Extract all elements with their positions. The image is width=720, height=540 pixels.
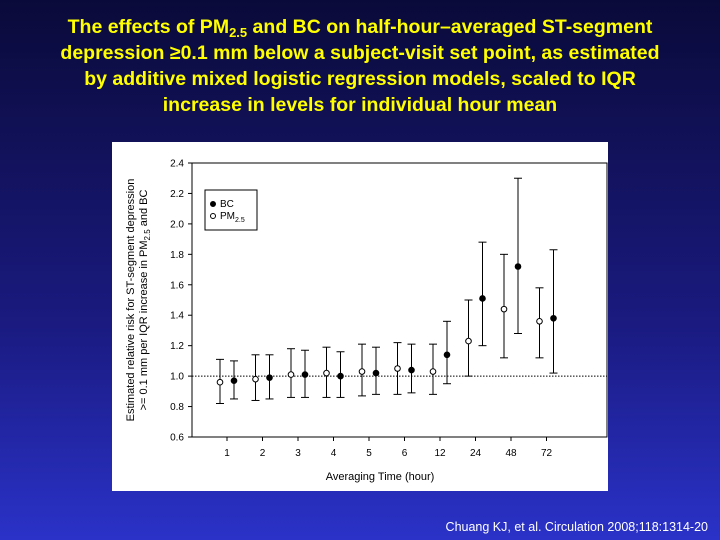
legend-text: PM	[220, 211, 235, 222]
point	[266, 374, 273, 381]
y-axis-label-line: >= 0.1 mm per IQR increase in PM2.5 and …	[138, 190, 152, 411]
point	[394, 365, 401, 372]
title-line: by additive mixed logistic regression mo…	[84, 68, 636, 90]
point	[372, 369, 380, 377]
y-tick-label: 2.0	[170, 219, 184, 230]
point	[230, 377, 238, 384]
x-tick-label: 5	[366, 448, 372, 459]
x-axis-label: Averaging Time (hour)	[326, 471, 435, 483]
x-tick-label: 4	[331, 448, 337, 459]
point	[536, 318, 543, 325]
chart-background	[112, 142, 608, 491]
point	[252, 375, 259, 383]
plot-frame	[191, 162, 608, 438]
y-tick-label: 1.2	[170, 341, 184, 352]
point	[408, 366, 415, 374]
x-tick-label: 24	[470, 448, 482, 459]
y-tick-label: 0.6	[170, 433, 184, 444]
legend-marker	[210, 213, 216, 219]
y-axis-label-line: Estimated relative risk for ST-segment d…	[125, 179, 137, 422]
y-tick-label: 1.8	[170, 250, 184, 261]
x-tick-label: 6	[402, 448, 408, 459]
legend-subscript: 2.5	[235, 217, 245, 224]
slide-title: The effects of PM2.5 and BC on half-hour…	[0, 14, 720, 118]
point	[358, 368, 366, 375]
y-axis-label: Estimated relative risk for ST-segment d…	[125, 179, 152, 422]
title-line: The effects of PM2.5 and BC on half-hour…	[0, 14, 720, 40]
y-tick-label: 2.2	[170, 189, 184, 200]
title-subscript: 2.5	[229, 25, 248, 40]
y-tick-label: 2.4	[170, 159, 184, 170]
point	[514, 263, 522, 270]
point	[465, 337, 472, 345]
point	[337, 372, 344, 380]
label-text: >= 0.1 mm per IQR increase in PM	[138, 240, 150, 410]
x-tick-label: 3	[295, 448, 301, 459]
legend-marker	[210, 201, 216, 207]
x-tick-label: 72	[541, 448, 553, 459]
title-text: and BC on half-hour–averaged ST-segment	[247, 16, 653, 38]
point	[301, 371, 309, 378]
label-text: and BC	[138, 190, 150, 230]
label-subscript: 2.5	[143, 229, 152, 241]
point	[550, 314, 557, 322]
y-tick-label: 1.6	[170, 280, 184, 291]
citation: Chuang KJ, et al. Circulation 2008;118:1…	[445, 520, 708, 534]
legend-label: BC	[220, 199, 234, 210]
x-tick-label: 1	[224, 448, 230, 459]
point	[479, 295, 486, 302]
title-line: increase in levels for individual hour m…	[162, 94, 558, 116]
y-tick-label: 0.8	[170, 402, 184, 413]
title-text: The effects of PM	[67, 16, 230, 38]
x-tick-label: 12	[434, 448, 446, 459]
x-tick-label: 48	[505, 448, 517, 459]
legend: BC PM2.5	[220, 199, 245, 224]
y-tick-label: 1.0	[170, 372, 184, 383]
point	[429, 368, 437, 375]
point	[323, 369, 330, 377]
title-line: depression ≥0.1 mm below a subject-visit…	[60, 42, 660, 64]
legend-label: PM2.5	[220, 211, 245, 224]
legend-box	[204, 189, 258, 231]
point	[216, 378, 224, 386]
point	[500, 305, 508, 313]
point	[443, 351, 451, 359]
point	[287, 371, 295, 378]
x-tick-label: 2	[260, 448, 266, 459]
y-tick-label: 1.4	[170, 311, 184, 322]
